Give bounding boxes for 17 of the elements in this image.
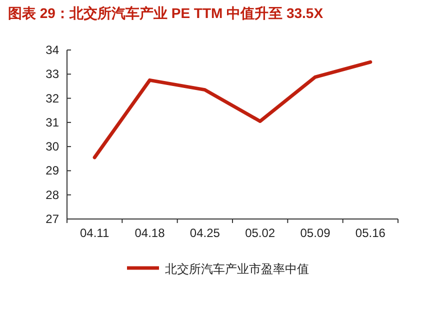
y-tick-label: 34 xyxy=(46,43,60,57)
x-tick-label: 05.09 xyxy=(300,226,331,240)
y-tick-label: 29 xyxy=(46,164,60,178)
x-tick-label: 04.11 xyxy=(80,226,110,240)
x-tick-label: 05.16 xyxy=(355,226,386,240)
y-tick-label: 32 xyxy=(46,91,60,106)
y-tick-label: 27 xyxy=(46,212,60,226)
x-tick-label: 05.02 xyxy=(245,226,276,240)
y-tick-label: 28 xyxy=(46,188,60,202)
line-series xyxy=(92,60,372,160)
chart-title: 图表 29：北交所汽车产业 PE TTM 中值升至 33.5X xyxy=(8,5,324,21)
x-tick-label: 04.25 xyxy=(190,226,220,240)
y-tick-label: 30 xyxy=(46,140,60,154)
legend-label: 北交所汽车产业市盈率中值 xyxy=(165,262,309,276)
x-tick-label: 04.18 xyxy=(134,226,166,240)
y-tick-label: 31 xyxy=(46,115,60,130)
y-tick-label: 33 xyxy=(46,67,60,82)
